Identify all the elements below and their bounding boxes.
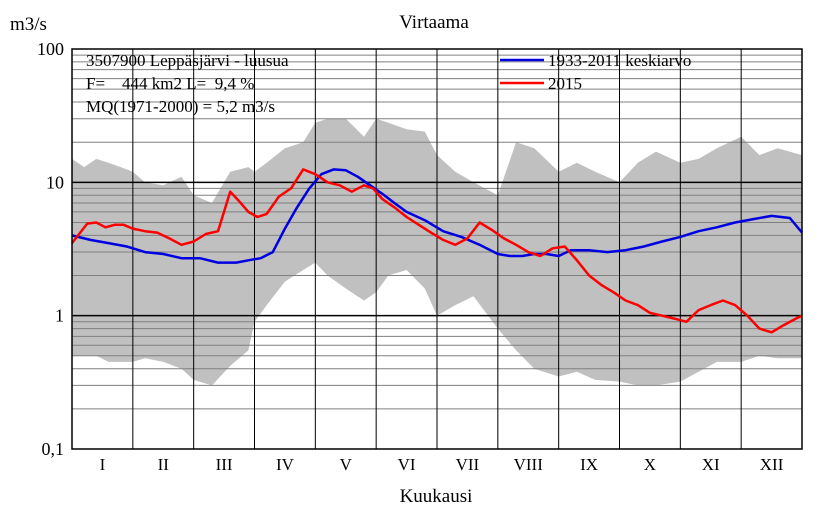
month-label: XII [760, 455, 784, 474]
legend: 1933-2011 keskiarvo 2015 [500, 51, 691, 93]
y-tick-label: 1 [55, 306, 64, 326]
x-axis-label: Kuukausi [400, 486, 473, 507]
y-tick-label: 100 [37, 39, 64, 59]
month-label: XI [702, 455, 720, 474]
mean-flow-info: MQ(1971-2000) = 5,2 m3/s [86, 97, 275, 116]
y-tick-label: 0,1 [42, 439, 65, 459]
legend-label-2015: 2015 [548, 74, 582, 93]
y-axis-label: m3/s [10, 14, 47, 35]
month-label: VII [456, 455, 480, 474]
catchment-info: F= 444 km2 L= 9,4 % [86, 74, 254, 93]
chart-title: Virtaama [399, 12, 469, 33]
series-line-2015 [71, 168, 803, 334]
station-name: 3507900 Leppäsjärvi - luusua [86, 51, 289, 70]
month-label: IV [276, 455, 295, 474]
month-label: VIII [514, 455, 544, 474]
month-label: IX [580, 455, 598, 474]
month-label: I [100, 455, 106, 474]
month-label: III [216, 455, 233, 474]
series-line-mean [71, 168, 803, 264]
station-info: 3507900 Leppäsjärvi - luusua F= 444 km2 … [86, 51, 289, 116]
y-tick-label: 10 [46, 172, 64, 192]
month-label: II [158, 455, 170, 474]
month-label: V [340, 455, 353, 474]
month-label: VI [398, 455, 416, 474]
plot-frame [71, 48, 803, 450]
month-label: X [644, 455, 656, 474]
legend-label-mean: 1933-2011 keskiarvo [548, 51, 691, 70]
